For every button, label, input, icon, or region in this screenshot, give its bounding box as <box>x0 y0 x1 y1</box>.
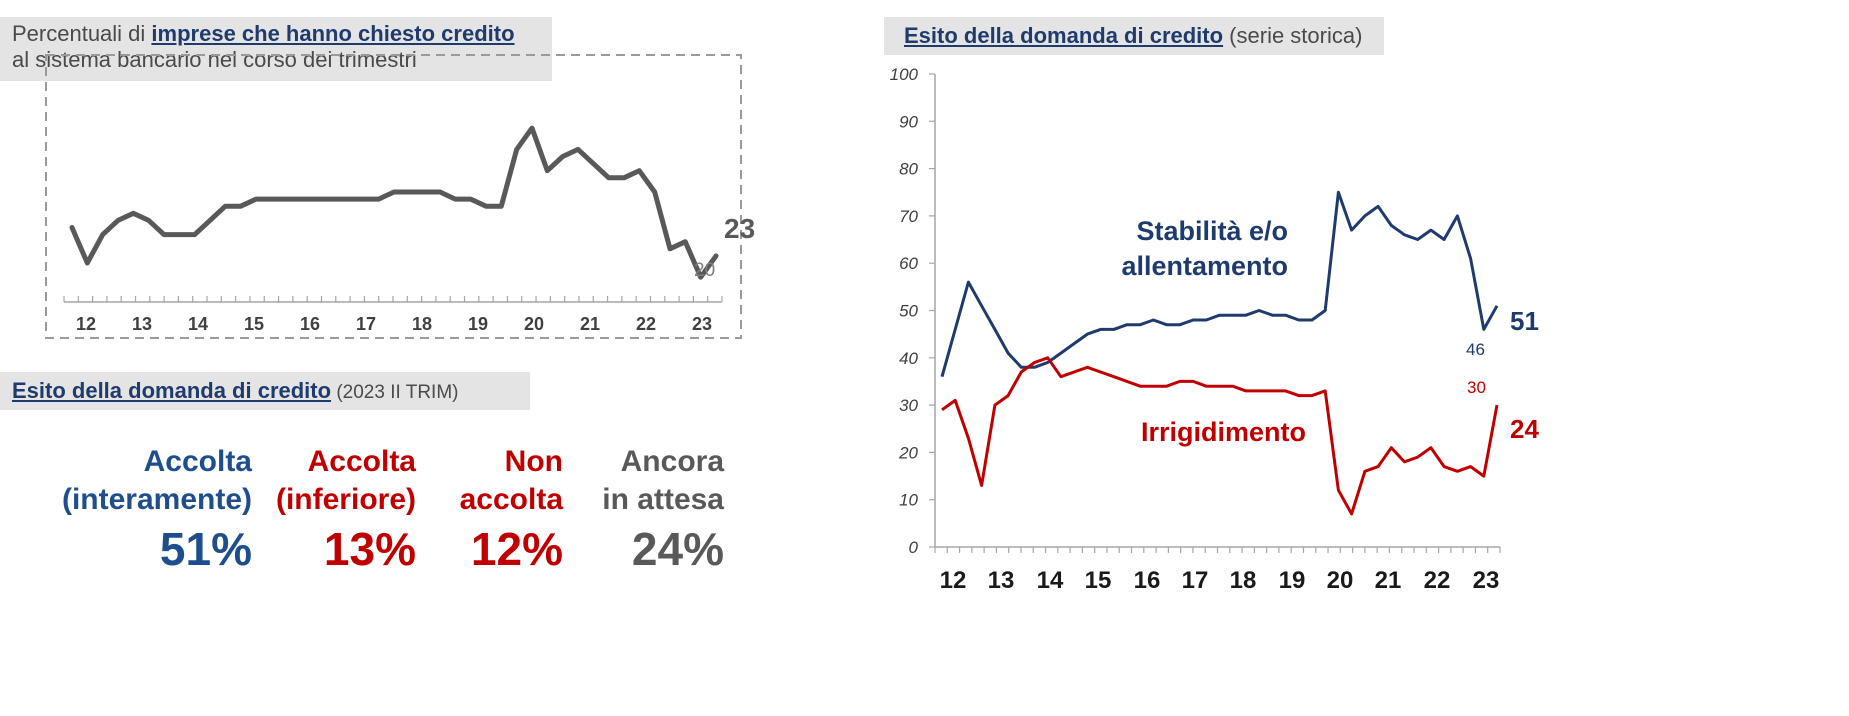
x-tick-label: 22 <box>1424 567 1451 594</box>
mid-header: Esito della domanda di credito (2023 II … <box>0 372 530 410</box>
mid-header-bold: Esito della domanda di credito <box>12 378 332 403</box>
x-tick-label: 13 <box>988 567 1015 594</box>
x-tick-label: 15 <box>1085 567 1112 594</box>
x-tick-label: 23 <box>692 314 712 334</box>
y-tick-label: 60 <box>899 254 918 273</box>
outcome-label-4: Ancora in attesa <box>602 443 724 519</box>
last-value-label: 23 <box>724 213 755 244</box>
outcome-accolta-inferiore: Accolta (inferiore) 13% <box>276 443 416 577</box>
x-tick-label: 14 <box>188 314 208 334</box>
series-line <box>69 125 719 280</box>
outcome-label-1: Accolta (interamente) <box>62 443 252 519</box>
outcome-value-3: 12% <box>470 523 563 575</box>
tightening-series-line <box>941 356 1499 516</box>
red-peak-value-label: 30 <box>1467 378 1486 397</box>
x-tick-label: 17 <box>1182 567 1209 594</box>
min-value-label: 20 <box>694 260 715 281</box>
y-tick-label: 100 <box>890 65 919 84</box>
outcome-label-2: Accolta (inferiore) <box>276 443 416 519</box>
outcome-ancora-in-attesa: Ancora in attesa 24% <box>602 443 724 577</box>
x-tick-label: 23 <box>1473 567 1500 594</box>
x-tick-label: 19 <box>468 314 488 334</box>
outcome-label-1b: (interamente) <box>61 483 252 516</box>
y-tick-label: 10 <box>899 491 918 510</box>
x-tick-label: 21 <box>580 314 600 334</box>
left-header-bold: imprese che hanno chiesto credito <box>151 21 515 46</box>
y-tick-label: 20 <box>898 443 918 462</box>
right-header-bold: Esito della domanda di credito <box>904 23 1224 48</box>
left-header-prefix: Percentuali di <box>12 21 152 46</box>
x-tick-label: 19 <box>1279 567 1306 594</box>
right-header-suffix: (serie storica) <box>1223 23 1363 48</box>
outcome-value-1: 51% <box>159 523 252 575</box>
y-tick-label: 40 <box>899 349 918 368</box>
y-tick-label: 50 <box>899 302 918 321</box>
blue-last-value-label: 51 <box>1510 306 1539 336</box>
left-chart-header: Percentuali di imprese che hanno chiesto… <box>0 17 552 81</box>
y-tick-label: 30 <box>899 396 918 415</box>
mid-header-suffix: (2023 II TRIM) <box>331 382 459 403</box>
x-tick-label: 13 <box>132 314 152 334</box>
left-header-line2: al sistema bancario nel corso dei trimes… <box>12 47 417 72</box>
outcome-label-4a: Ancora <box>620 445 724 478</box>
credit-requests-chart: 12 13 14 15 16 17 18 19 20 21 22 23 23 20 <box>45 54 755 339</box>
red-last-value-label: 24 <box>1510 414 1539 444</box>
stability-label-line2: allentamento <box>1121 251 1288 281</box>
x-tick-label: 16 <box>300 314 320 334</box>
outcome-accolta-interamente: Accolta (interamente) 51% <box>62 443 252 577</box>
x-tick-label: 14 <box>1037 567 1064 594</box>
x-tick-label: 20 <box>524 314 544 334</box>
right-chart-header: Esito della domanda di credito (serie st… <box>884 17 1384 55</box>
outcome-label-2b: (inferiore) <box>275 483 416 516</box>
outcome-label-3b: accolta <box>459 483 563 516</box>
x-tick-label: 22 <box>636 314 656 334</box>
chart-frame <box>45 54 742 339</box>
outcome-label-3: Non accolta <box>460 443 563 519</box>
y-tick-label: 70 <box>899 207 918 226</box>
stability-label-line1: Stabilità e/o <box>1136 216 1288 246</box>
x-tick-label: 12 <box>76 314 96 334</box>
tightening-label: Irrigidimento <box>1141 417 1306 447</box>
x-tick-label: 21 <box>1375 567 1402 594</box>
outcome-label-3a: Non <box>504 445 563 478</box>
x-tick-label: 12 <box>940 567 967 594</box>
y-tick-label: 90 <box>899 112 918 131</box>
y-tick-label: 80 <box>899 160 918 179</box>
outcome-label-1a: Accolta <box>143 445 252 478</box>
x-tick-label: 20 <box>1327 567 1354 594</box>
x-tick-label: 18 <box>1230 567 1257 594</box>
x-tick-label: 15 <box>244 314 264 334</box>
outcome-label-4b: in attesa <box>602 483 724 516</box>
blue-min-value-label: 46 <box>1466 340 1485 359</box>
outcome-non-accolta: Non accolta 12% <box>460 443 563 577</box>
x-tick-label: 16 <box>1134 567 1161 594</box>
outcome-value-4: 24% <box>631 523 724 575</box>
outcome-value-2: 13% <box>323 523 416 575</box>
outcome-label-2a: Accolta <box>307 445 416 478</box>
y-tick-label: 0 <box>909 538 919 557</box>
x-tick-label: 17 <box>356 314 376 334</box>
x-tick-label: 18 <box>412 314 432 334</box>
stability-series-line <box>940 190 1499 378</box>
